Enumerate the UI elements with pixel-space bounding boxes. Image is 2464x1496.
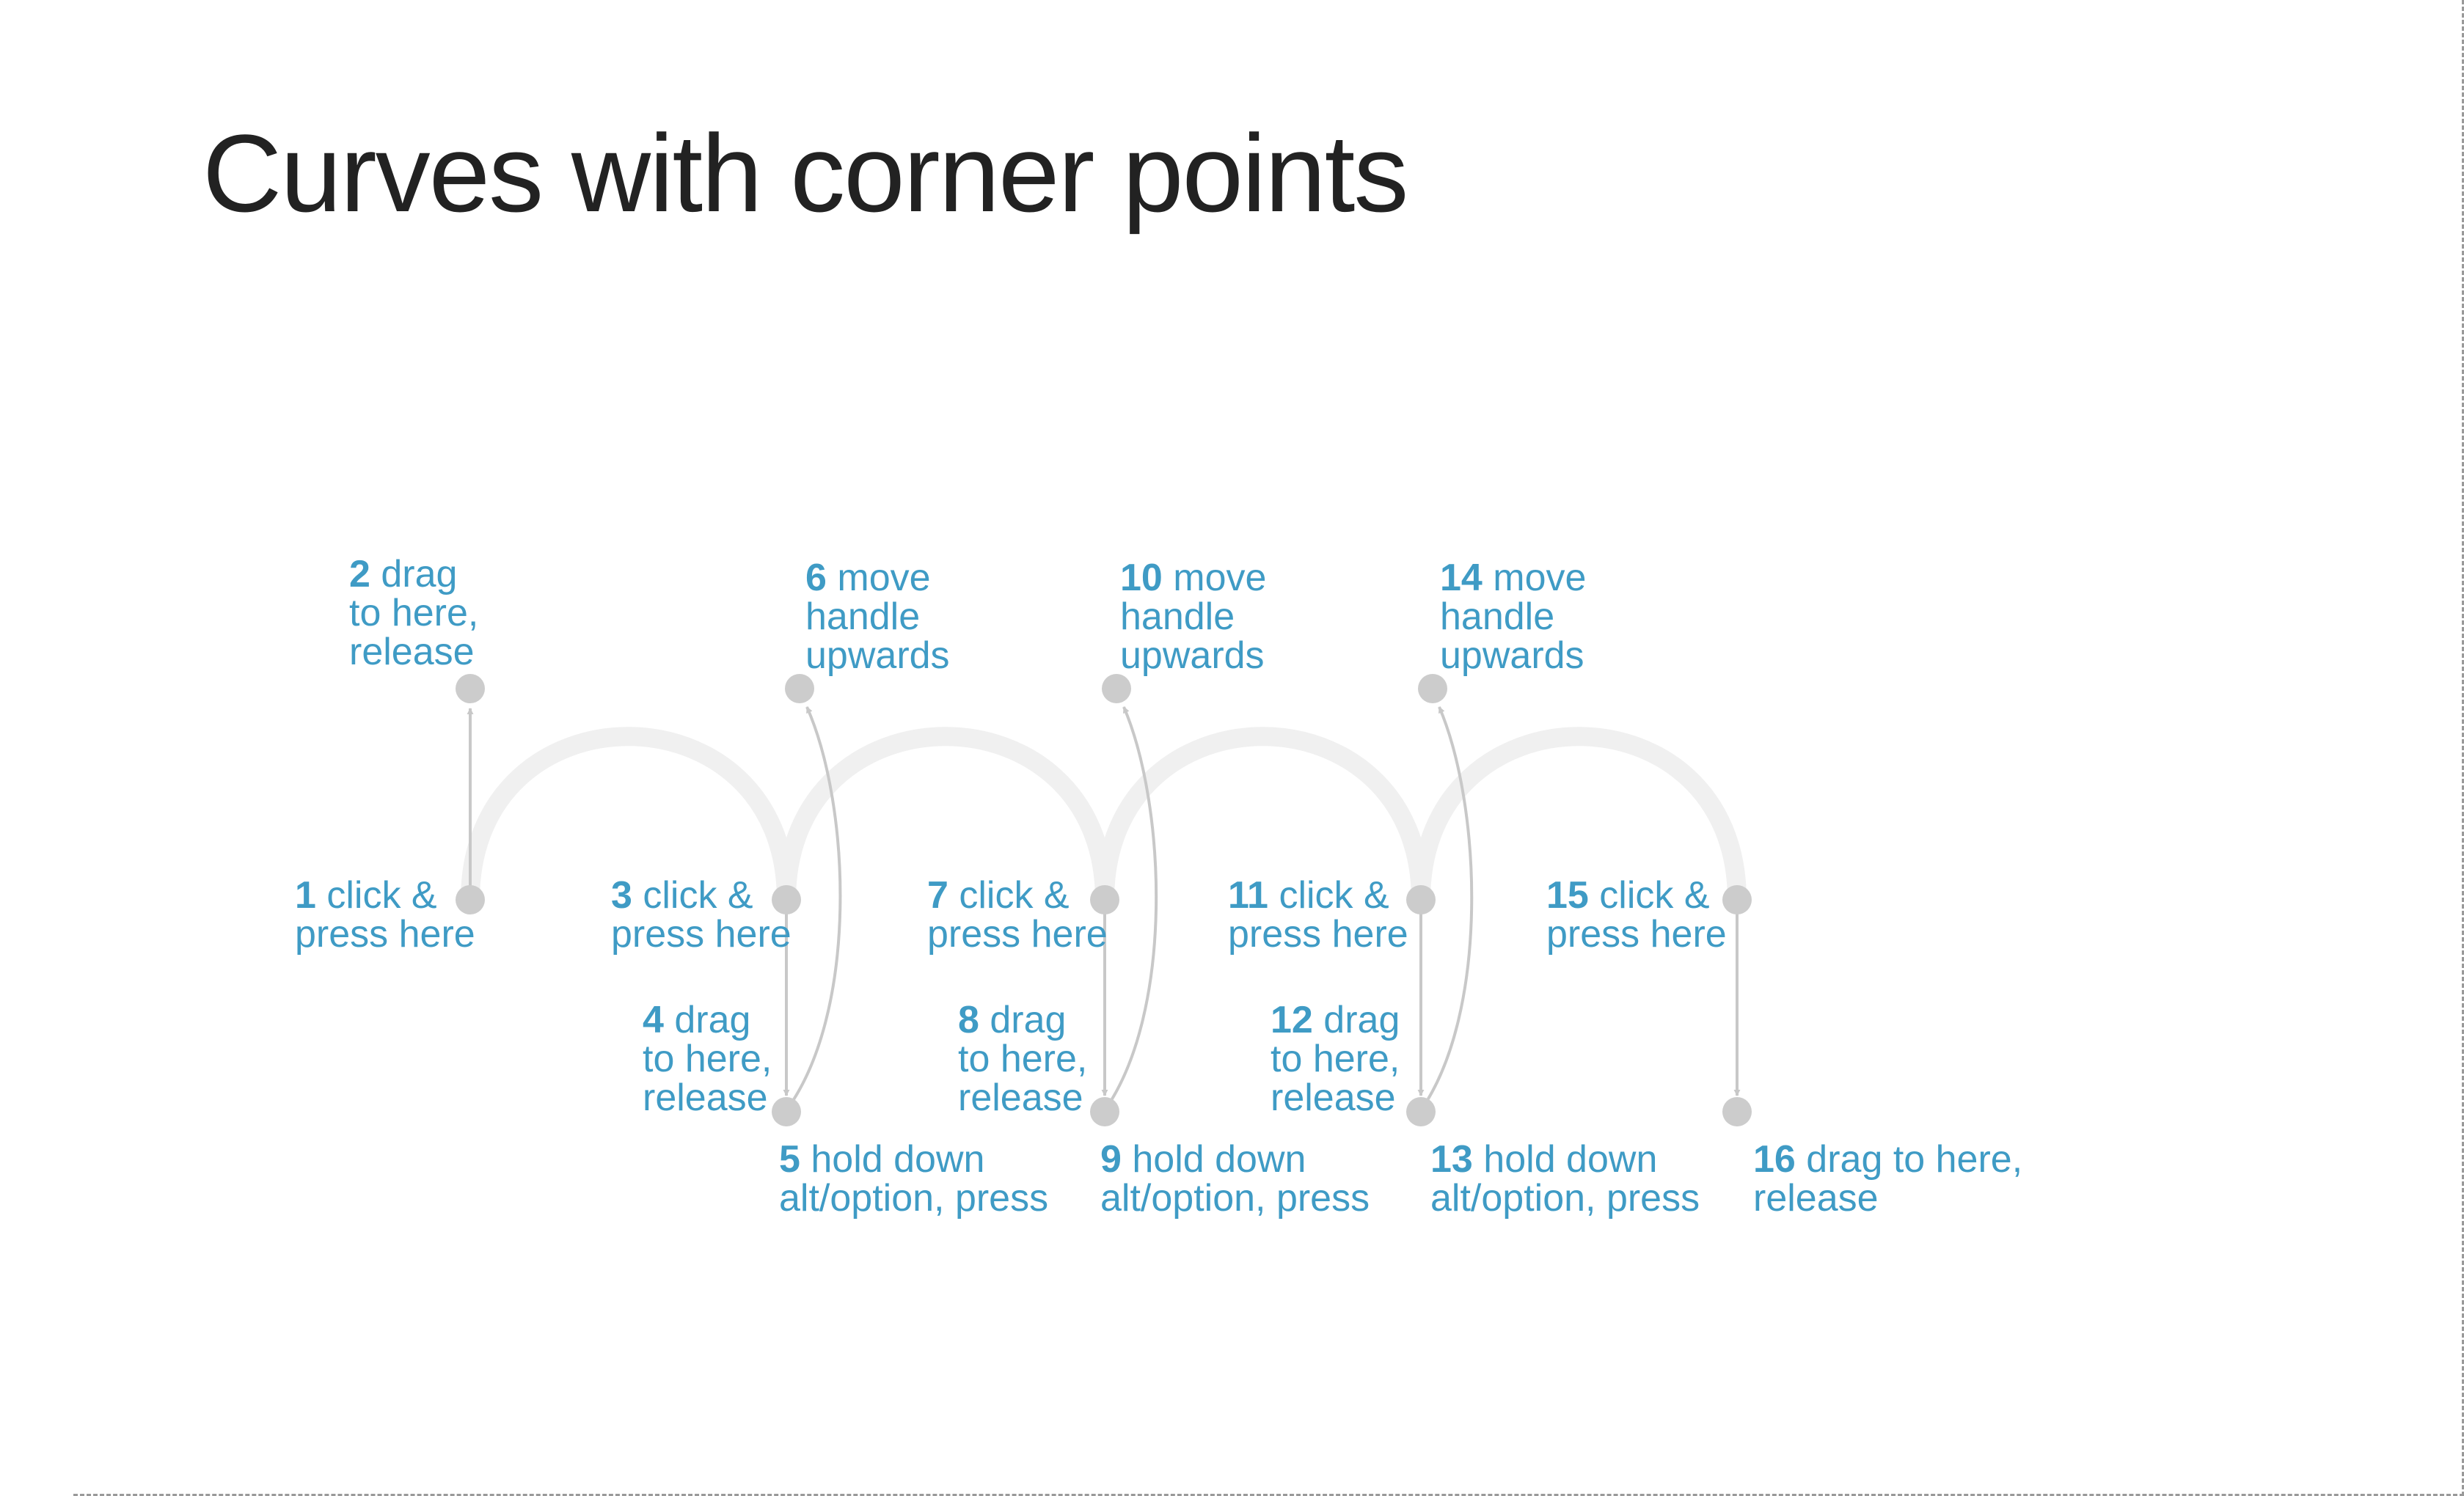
page-edge-right <box>2462 0 2464 1496</box>
step-label-4: 4 drag to here, release <box>643 999 783 1119</box>
result-curve <box>461 727 1747 909</box>
step-label-10: 10 move handle upwards <box>1120 557 1277 677</box>
step-label-8: 8 drag to here, release <box>958 999 1098 1119</box>
arrow-handle-up-3 <box>1103 706 1158 1112</box>
anchor-point-1 <box>456 885 485 914</box>
step-label-14: 14 move handle upwards <box>1440 557 1597 677</box>
arrow-handle-up-2 <box>785 706 842 1112</box>
curve-arc-1 <box>461 727 796 909</box>
step-label-7: 7 click & press here <box>927 874 1108 956</box>
handle-point-14 <box>1418 674 1447 703</box>
step-label-6: 6 move handle upwards <box>805 557 950 677</box>
step-label-9: 9 hold down alt/option, press <box>1100 1138 1370 1220</box>
step-label-5: 5 hold down alt/option, press <box>779 1138 1048 1220</box>
arrow-handle-up-4 <box>1419 706 1474 1112</box>
handle-point-6 <box>785 674 814 703</box>
handle-point-10 <box>1102 674 1131 703</box>
page-edge-bottom <box>73 1494 2464 1496</box>
step-label-13: 13 hold down alt/option, press <box>1430 1138 1700 1220</box>
anchor-point-3 <box>772 885 801 914</box>
curve-arc-3 <box>1095 727 1430 909</box>
step-label-11: 11 click & press here <box>1228 874 1408 956</box>
handle-point-16 <box>1722 1097 1752 1126</box>
handle-point-12 <box>1406 1097 1436 1126</box>
step-label-12: 12 drag to here, release <box>1271 999 1411 1119</box>
handle-point-4 <box>772 1097 801 1126</box>
anchor-point-15 <box>1722 885 1752 914</box>
handle-point-8 <box>1090 1097 1119 1126</box>
step-label-15: 15 click & press here <box>1546 874 1727 956</box>
anchor-point-11 <box>1406 885 1436 914</box>
anchor-point-7 <box>1090 885 1119 914</box>
step-label-16: 16 drag to here, release <box>1753 1138 2033 1220</box>
step-label-2: 2 drag to here, release <box>349 553 489 673</box>
page-title: Curves with corner points <box>202 111 1408 235</box>
curve-arc-2 <box>777 727 1114 909</box>
curve-arc-4 <box>1411 727 1747 909</box>
step-label-3: 3 click & press here <box>611 874 792 956</box>
step-label-1: 1 click & press here <box>295 874 475 956</box>
handle-point-1 <box>456 674 485 703</box>
